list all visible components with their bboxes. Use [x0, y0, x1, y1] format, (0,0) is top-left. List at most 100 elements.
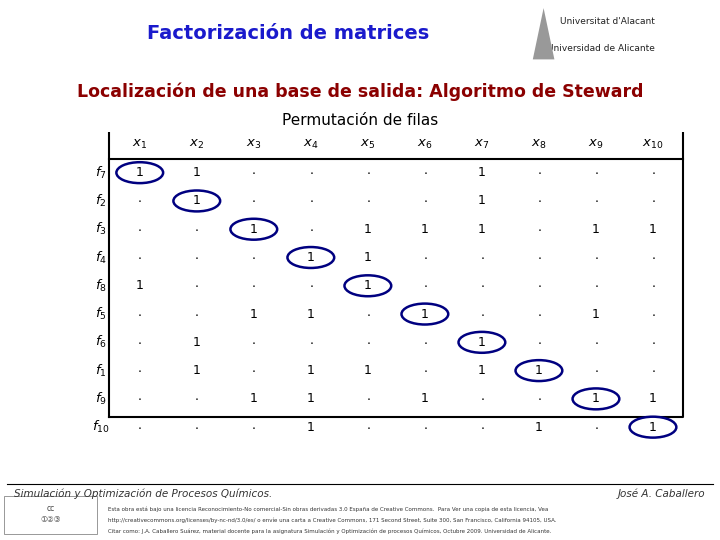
- Text: $\cdot$: $\cdot$: [651, 194, 655, 207]
- Text: 1: 1: [478, 336, 486, 349]
- Text: $\cdot$: $\cdot$: [593, 364, 598, 377]
- Text: $f_4$: $f_4$: [95, 249, 107, 266]
- Text: 1: 1: [193, 194, 201, 207]
- Text: $\cdot$: $\cdot$: [138, 393, 142, 406]
- Text: $\cdot$: $\cdot$: [651, 251, 655, 264]
- Text: $\cdot$: $\cdot$: [194, 251, 199, 264]
- Text: $f_5$: $f_5$: [95, 306, 107, 322]
- Text: $\cdot$: $\cdot$: [536, 336, 541, 349]
- Ellipse shape: [230, 219, 277, 240]
- Text: 1: 1: [535, 364, 543, 377]
- Text: $\cdot$: $\cdot$: [480, 308, 485, 321]
- Text: 1: 1: [364, 251, 372, 264]
- Text: $\cdot$: $\cdot$: [138, 421, 142, 434]
- Text: $\cdot$: $\cdot$: [536, 393, 541, 406]
- Text: $\cdot$: $\cdot$: [536, 166, 541, 179]
- Text: $\cdot$: $\cdot$: [651, 364, 655, 377]
- Text: $\cdot$: $\cdot$: [480, 393, 485, 406]
- Text: $\cdot$: $\cdot$: [536, 222, 541, 236]
- Text: $f_2$: $f_2$: [95, 193, 107, 209]
- Ellipse shape: [174, 191, 220, 212]
- Text: $f_8$: $f_8$: [95, 278, 107, 294]
- Text: $\cdot$: $\cdot$: [593, 194, 598, 207]
- Text: $\cdot$: $\cdot$: [423, 336, 427, 349]
- Text: 1: 1: [364, 364, 372, 377]
- Text: $\cdot$: $\cdot$: [194, 279, 199, 292]
- Text: $\cdot$: $\cdot$: [593, 279, 598, 292]
- Text: $\cdot$: $\cdot$: [593, 251, 598, 264]
- Text: $x_{10}$: $x_{10}$: [642, 138, 664, 151]
- Text: $\cdot$: $\cdot$: [366, 421, 370, 434]
- Ellipse shape: [344, 275, 391, 296]
- Text: 1: 1: [364, 279, 372, 292]
- Text: $x_8$: $x_8$: [531, 138, 546, 151]
- Text: $f_9$: $f_9$: [95, 391, 107, 407]
- Text: 1: 1: [307, 364, 315, 377]
- Text: $x_1$: $x_1$: [132, 138, 148, 151]
- Ellipse shape: [402, 303, 449, 325]
- Text: 1: 1: [136, 166, 144, 179]
- Text: Factorización de matrices: Factorización de matrices: [147, 24, 429, 43]
- Text: 1: 1: [535, 421, 543, 434]
- Text: $\cdot$: $\cdot$: [138, 194, 142, 207]
- Text: $\cdot$: $\cdot$: [423, 251, 427, 264]
- Text: Localización de una base de salida: Algoritmo de Steward: Localización de una base de salida: Algo…: [77, 82, 643, 100]
- Text: $\cdot$: $\cdot$: [593, 336, 598, 349]
- Text: $x_7$: $x_7$: [474, 138, 490, 151]
- Text: $\cdot$: $\cdot$: [651, 336, 655, 349]
- Text: 1: 1: [478, 364, 486, 377]
- Text: 1: 1: [592, 222, 600, 236]
- Text: cc
①②③: cc ①②③: [40, 504, 60, 524]
- Text: 1: 1: [307, 251, 315, 264]
- Text: 1: 1: [592, 393, 600, 406]
- Text: 1: 1: [250, 308, 258, 321]
- Text: $\cdot$: $\cdot$: [308, 194, 313, 207]
- Ellipse shape: [459, 332, 505, 353]
- Text: 1: 1: [421, 393, 429, 406]
- Text: $x_3$: $x_3$: [246, 138, 261, 151]
- Text: $\cdot$: $\cdot$: [593, 166, 598, 179]
- Text: 1: 1: [193, 336, 201, 349]
- Text: José A. Caballero: José A. Caballero: [618, 489, 706, 500]
- Text: $x_4$: $x_4$: [303, 138, 318, 151]
- Text: $\cdot$: $\cdot$: [366, 308, 370, 321]
- Text: 1: 1: [136, 279, 144, 292]
- Text: $\cdot$: $\cdot$: [480, 279, 485, 292]
- Text: $\cdot$: $\cdot$: [423, 279, 427, 292]
- Text: $\cdot$: $\cdot$: [308, 166, 313, 179]
- Text: 1: 1: [421, 222, 429, 236]
- Text: $\cdot$: $\cdot$: [480, 421, 485, 434]
- Ellipse shape: [516, 360, 562, 381]
- Text: Universitat d'Alacant: Universitat d'Alacant: [560, 17, 655, 26]
- Text: $f_1$: $f_1$: [95, 362, 107, 379]
- Text: $\cdot$: $\cdot$: [593, 421, 598, 434]
- Text: $\cdot$: $\cdot$: [366, 336, 370, 349]
- Ellipse shape: [629, 417, 676, 437]
- Text: Permutación de filas: Permutación de filas: [282, 113, 438, 127]
- Text: $f_6$: $f_6$: [95, 334, 107, 350]
- Text: 1: 1: [307, 393, 315, 406]
- Text: $\cdot$: $\cdot$: [423, 166, 427, 179]
- Ellipse shape: [287, 247, 334, 268]
- Text: $\cdot$: $\cdot$: [366, 393, 370, 406]
- Text: $\cdot$: $\cdot$: [194, 308, 199, 321]
- Text: $\cdot$: $\cdot$: [480, 251, 485, 264]
- Text: 1: 1: [307, 308, 315, 321]
- Text: 1: 1: [592, 308, 600, 321]
- Text: Simulación y Optimización de Procesos Químicos.: Simulación y Optimización de Procesos Qu…: [14, 489, 273, 500]
- Ellipse shape: [117, 162, 163, 183]
- Text: $\cdot$: $\cdot$: [251, 364, 256, 377]
- Text: $x_9$: $x_9$: [588, 138, 603, 151]
- Polygon shape: [533, 8, 554, 59]
- Text: $\cdot$: $\cdot$: [251, 336, 256, 349]
- Text: $\cdot$: $\cdot$: [423, 421, 427, 434]
- Text: $\cdot$: $\cdot$: [194, 222, 199, 236]
- Text: 1: 1: [364, 222, 372, 236]
- Text: $f_7$: $f_7$: [95, 165, 107, 181]
- Text: $\cdot$: $\cdot$: [308, 279, 313, 292]
- Text: $\cdot$: $\cdot$: [251, 421, 256, 434]
- Text: Citar como: J.A. Caballero Suárez, material docente para la asignatura Simulació: Citar como: J.A. Caballero Suárez, mater…: [108, 529, 552, 534]
- Text: Universidad de Alicante: Universidad de Alicante: [547, 44, 655, 53]
- Text: $\cdot$: $\cdot$: [651, 308, 655, 321]
- Text: $\cdot$: $\cdot$: [138, 222, 142, 236]
